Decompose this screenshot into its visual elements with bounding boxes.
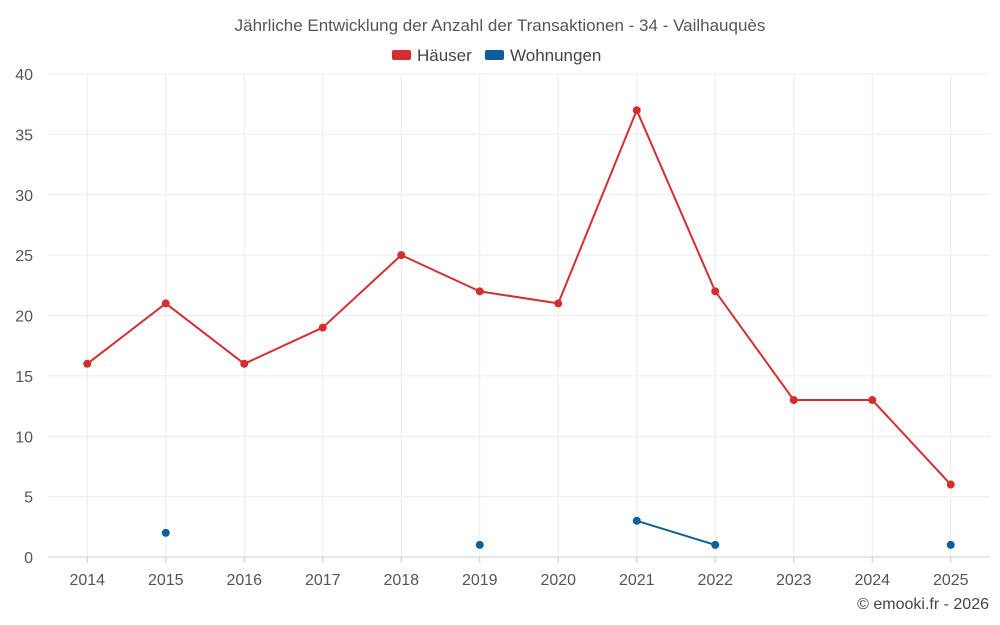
data-point[interactable] xyxy=(318,323,327,332)
data-point[interactable] xyxy=(240,359,249,368)
y-tick-label: 5 xyxy=(24,490,33,507)
x-tick-label: 2021 xyxy=(619,572,655,589)
x-tick-label: 2025 xyxy=(933,572,969,589)
x-axis-ticks: 2014 2015 2016 2017 2018 2019 2020 2021 2022 2023… xyxy=(69,557,969,589)
data-point[interactable] xyxy=(789,396,798,405)
y-tick-label: 20 xyxy=(15,309,33,326)
y-tick-label: 25 xyxy=(15,248,33,265)
legend[interactable]: Häuser Wohnungen xyxy=(392,46,601,65)
legend-swatch xyxy=(392,50,411,60)
y-axis-ticks: 0 5 10 15 20 25 30 35 40 xyxy=(15,67,33,567)
x-tick-label: 2019 xyxy=(462,572,498,589)
data-point[interactable] xyxy=(161,528,170,537)
data-point[interactable] xyxy=(946,480,955,489)
data-point[interactable] xyxy=(632,106,641,115)
legend-item[interactable]: Häuser xyxy=(392,46,472,65)
series-line-segment xyxy=(86,302,167,365)
data-point[interactable] xyxy=(554,299,563,308)
series-line-segment xyxy=(322,254,402,329)
series-line-segment xyxy=(400,254,481,293)
x-tick-label: 2022 xyxy=(697,572,733,589)
data-point[interactable] xyxy=(161,299,170,308)
series-layer xyxy=(83,106,955,549)
series-0 xyxy=(83,106,955,489)
x-tick-label: 2020 xyxy=(540,572,576,589)
grid xyxy=(48,73,990,558)
x-tick-label: 2023 xyxy=(776,572,812,589)
y-tick-label: 0 xyxy=(24,550,33,567)
x-tick-label: 2024 xyxy=(854,572,890,589)
series-1 xyxy=(161,516,955,549)
series-line-segment xyxy=(479,290,559,305)
x-tick-label: 2016 xyxy=(226,572,262,589)
series-line-segment xyxy=(636,519,716,546)
legend-item[interactable]: Wohnungen xyxy=(485,46,601,65)
series-line-segment xyxy=(557,109,638,304)
data-point[interactable] xyxy=(475,540,484,549)
data-point[interactable] xyxy=(632,516,641,525)
credit-text: © emooki.fr - 2026 xyxy=(857,596,989,613)
data-point[interactable] xyxy=(83,359,92,368)
x-tick-label: 2014 xyxy=(69,572,105,589)
x-tick-label: 2018 xyxy=(383,572,419,589)
data-point[interactable] xyxy=(475,287,484,296)
data-point[interactable] xyxy=(868,396,877,405)
x-tick-label: 2017 xyxy=(305,572,341,589)
y-tick-label: 10 xyxy=(15,429,33,446)
y-tick-label: 35 xyxy=(15,127,33,144)
y-tick-label: 30 xyxy=(15,188,33,205)
legend-label: Häuser xyxy=(417,46,472,65)
data-point[interactable] xyxy=(711,540,720,549)
data-point[interactable] xyxy=(946,540,955,549)
legend-swatch xyxy=(485,50,504,60)
chart-title: Jährliche Entwicklung der Anzahl der Tra… xyxy=(235,16,766,35)
series-line-segment xyxy=(165,302,245,365)
data-point[interactable] xyxy=(711,287,720,296)
series-line-segment xyxy=(714,290,795,401)
series-line-segment xyxy=(243,326,324,365)
x-tick-label: 2015 xyxy=(148,572,184,589)
data-point[interactable] xyxy=(397,251,406,260)
series-line-segment xyxy=(635,109,717,292)
legend-label: Wohnungen xyxy=(510,46,601,65)
y-tick-label: 40 xyxy=(15,67,33,84)
y-tick-label: 15 xyxy=(15,369,33,386)
series-line-segment xyxy=(871,399,952,486)
